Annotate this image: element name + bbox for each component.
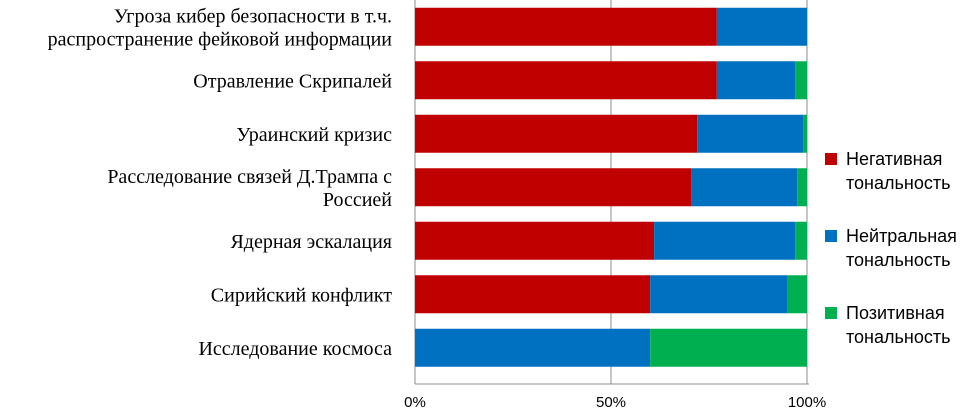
category-label-1: Отравление Скрипалей	[193, 70, 392, 92]
bar-1-series-0	[415, 61, 717, 100]
bar-1-series-2	[795, 61, 807, 100]
x-tick-label-0: 0%	[404, 394, 426, 411]
bar-0-series-1	[716, 7, 807, 46]
bar-2-series-1	[697, 114, 804, 153]
legend-label-0-line-1: тональность	[846, 173, 950, 193]
category-label-2: Ураинский кризис	[236, 124, 392, 146]
bar-2-series-2	[803, 114, 807, 153]
legend-label-2-line-1: тональность	[846, 327, 950, 347]
bar-1-series-1	[716, 61, 796, 100]
bar-6-series-1	[415, 328, 651, 367]
legend-label-1-line-1: тональность	[846, 250, 950, 270]
legend: Негативная тональность Нейтральная тонально…	[825, 149, 957, 347]
bar-5-series-1	[650, 275, 788, 314]
bar-4-series-2	[795, 221, 807, 260]
bar-2-series-0	[415, 114, 698, 153]
legend-swatch-2	[825, 307, 837, 319]
x-tick-label-1: 50%	[596, 394, 626, 411]
bar-3-series-0	[415, 168, 692, 207]
category-label-5: Сирийский конфликт	[211, 284, 392, 306]
legend-label-0-line-0: Негативная	[846, 149, 942, 169]
legend-swatch-1	[825, 230, 837, 242]
bar-6-series-2	[650, 328, 807, 367]
legend-label-1-line-0: Нейтральная	[846, 226, 957, 246]
bar-4-series-1	[654, 221, 796, 260]
category-label-4: Ядерная эскалация	[230, 231, 392, 253]
legend-label-2-line-0: Позитивная	[846, 303, 945, 323]
bar-5-series-2	[787, 275, 807, 314]
category-labels: Угроза кибер безопасности в т.ч.распрост…	[48, 5, 393, 360]
category-label-3-line-1: Россией	[323, 189, 392, 211]
bar-3-series-2	[797, 168, 807, 207]
bar-3-series-1	[691, 168, 798, 207]
category-label-6: Исследование космоса	[198, 338, 392, 360]
bar-4-series-0	[415, 221, 655, 260]
x-axis-ticks: 0% 50% 100%	[404, 394, 826, 411]
category-label-0-line-0: Угроза кибер безопасности в т.ч.	[114, 5, 392, 27]
legend-swatch-0	[825, 153, 837, 165]
category-label-3-line-0: Расследование связей Д.Трампа с	[107, 166, 392, 188]
category-label-0-line-1: распространение фейковой информации	[48, 28, 393, 50]
x-tick-label-2: 100%	[788, 394, 826, 411]
bar-0-series-0	[415, 7, 717, 46]
bar-5-series-0	[415, 275, 651, 314]
bars	[415, 7, 807, 367]
